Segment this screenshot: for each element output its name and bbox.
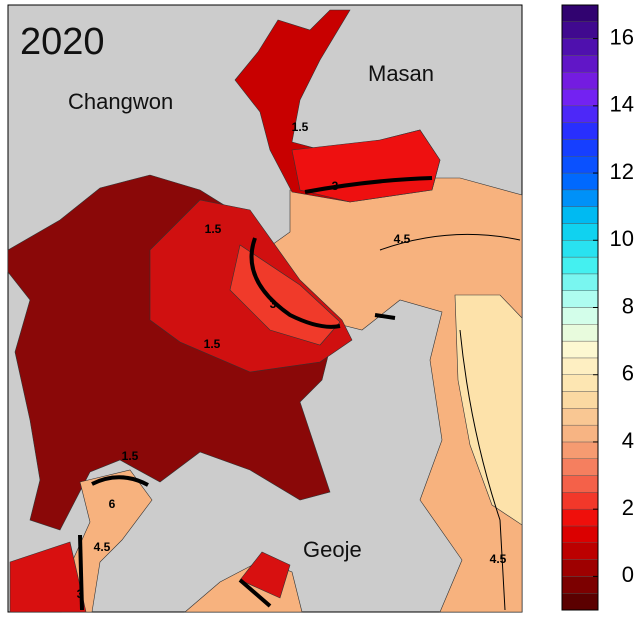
contour	[379, 233, 521, 251]
colorbar-band	[561, 307, 599, 325]
colorbar-tick-label: 6	[622, 361, 634, 386]
place-label: Changwon	[68, 89, 173, 114]
contour-label: 4.5	[94, 540, 111, 554]
colorbar-band	[561, 424, 599, 443]
colorbar-tick-label: 10	[610, 226, 634, 251]
colorbar-tick-label: 2	[622, 495, 634, 520]
colorbar-tick-label: 12	[610, 159, 634, 184]
colorbar-band	[561, 4, 599, 23]
contour-label: 1.5	[122, 449, 139, 463]
colorbar-band	[561, 105, 599, 123]
colorbar-band	[561, 408, 599, 426]
colorbar-band	[561, 21, 599, 39]
contour-lines	[78, 176, 521, 611]
middle-inner	[229, 244, 341, 346]
colorbar-band	[561, 441, 599, 459]
colorbar-band	[561, 88, 599, 107]
colorbar-band	[561, 55, 599, 73]
water	[7, 9, 523, 613]
colorbar-band	[561, 458, 599, 476]
colorbar-band	[561, 508, 599, 527]
contour-label: 6	[109, 497, 116, 511]
colorbar: 0 2 4 6 8 10 12 14 16	[561, 4, 634, 611]
map-title: 2020	[20, 21, 105, 63]
colorbar-band	[561, 492, 599, 510]
geoje-west	[9, 541, 87, 613]
contour-label: 3	[332, 179, 339, 193]
contour	[91, 475, 149, 487]
colorbar-band	[561, 256, 599, 275]
colorbar-tick-label: 16	[610, 24, 634, 49]
contour	[304, 176, 433, 194]
colorbar-band	[561, 374, 599, 392]
colorbar-band	[561, 156, 599, 174]
colorbar-band	[561, 475, 599, 493]
contour-label: 4.5	[394, 232, 411, 246]
colorbar-band	[561, 122, 599, 140]
colorbar-tick-label: 0	[622, 562, 634, 587]
colorbar-band	[561, 542, 599, 560]
contour	[374, 313, 396, 320]
contour-labels: 1.5 3 4.5 1.5 3 1.5 1.5 6 4.5 3 4.5	[77, 120, 507, 601]
colorbar-band	[561, 324, 599, 342]
colorbar-band	[561, 290, 599, 308]
colorbar-band	[561, 592, 599, 611]
colorbar-band	[561, 576, 599, 594]
colorbar-tick-label: 8	[622, 293, 634, 318]
colorbar-band	[561, 72, 599, 90]
place-label: Masan	[368, 61, 434, 86]
contour	[238, 578, 272, 608]
colorbar-band	[561, 525, 599, 543]
colorbar-band	[561, 240, 599, 258]
colorbar-band	[561, 206, 599, 224]
contour	[249, 237, 341, 329]
contour-label: 4.5	[490, 552, 507, 566]
colorbar-band	[561, 172, 599, 191]
colorbar-band	[561, 273, 599, 291]
colorbar-band	[561, 340, 599, 359]
contour	[459, 329, 506, 611]
light-water	[454, 294, 523, 526]
colorbar-tick-label: 4	[622, 428, 634, 453]
contour-label: 3	[270, 297, 277, 311]
colorbar-band	[561, 223, 599, 241]
colorbar-tick-label: 14	[610, 92, 634, 117]
colorbar-band	[561, 139, 599, 157]
colorbar-band	[561, 189, 599, 207]
contour-label: 1.5	[204, 337, 221, 351]
colorbar-band	[561, 357, 599, 375]
colorbar-band	[561, 391, 599, 409]
colorbar-band	[561, 559, 599, 577]
contour-label: 1.5	[292, 120, 309, 134]
colorbar-band	[561, 38, 599, 56]
place-label: Geoje	[303, 537, 362, 562]
contour	[78, 534, 84, 611]
contour-label: 3	[77, 587, 84, 601]
geoje-south-red	[239, 551, 291, 599]
contour-label: 1.5	[205, 222, 222, 236]
